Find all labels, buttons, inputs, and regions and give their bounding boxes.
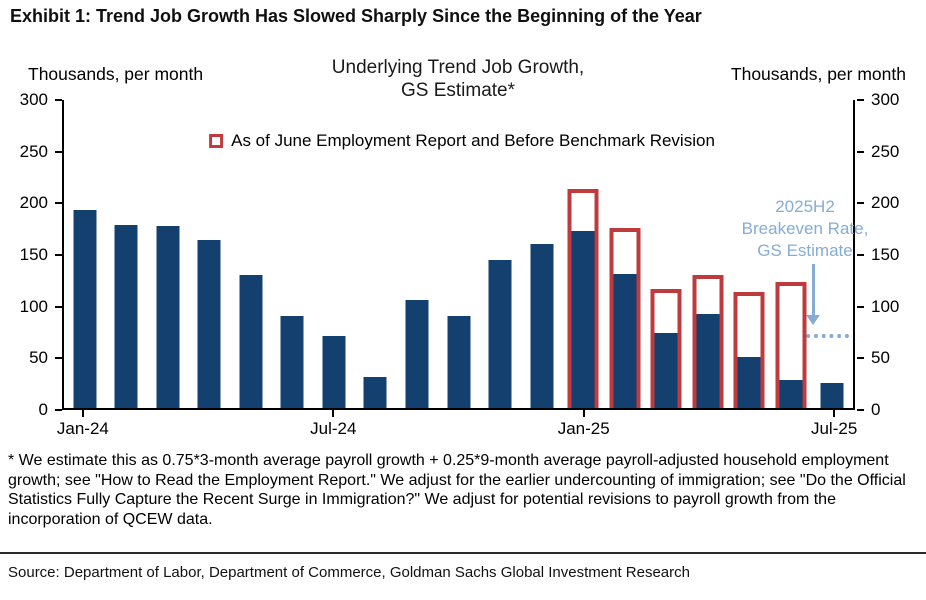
right-ytick-mark [857,99,864,101]
bar-Jun-24 [280,315,304,408]
bar-Sep-24 [405,300,429,408]
right-ytick-mark [857,357,864,360]
legend: As of June Employment Report and Before … [209,131,715,151]
left-ytick-label-200: 200 [19,193,48,213]
left-ytick-label-100: 100 [19,296,48,316]
left-axis-units-label: Thousands, per month [28,64,204,84]
x-tick-mark-Jul-24 [332,410,335,417]
left-ytick-mark [55,409,62,411]
left-ytick-mark [55,202,62,205]
bar-Mar-24 [156,226,180,408]
breakeven-annotation: 2025H2 Breakeven Rate, GS Estimate [730,196,880,262]
right-ytick-mark [857,202,864,205]
chart-title-line-1: Underlying Trend Job Growth, [331,57,585,78]
bar-May-25 [737,356,761,408]
legend-label: As of June Employment Report and Before … [231,131,715,150]
plot-area [62,100,855,410]
right-ytick-label-0: 0 [871,400,881,419]
source-line: Source: Department of Labor, Department … [8,564,690,581]
right-ytick-label-250: 250 [871,141,900,161]
right-ytick-mark [857,150,864,153]
divider [0,552,926,554]
right-ytick-label-300: 300 [871,90,900,109]
left-ytick-label-300: 300 [19,90,48,109]
right-ytick-mark [857,409,864,411]
bar-Mar-25 [654,333,678,408]
y-axis-left: 0 50 100 150 200 250 300 [0,90,62,419]
bar-Feb-25 [613,273,637,408]
right-axis-units-label: Thousands, per month [730,64,906,84]
breakeven-line [783,334,849,339]
x-tick-mark-Jul-25 [833,410,836,417]
x-tick-label-Jan-24: Jan-24 [56,419,109,438]
arrow-down-icon [806,264,820,325]
left-ytick-label-250: 250 [19,141,48,161]
y-axis-right: 0 50 100 150 200 250 300 [857,90,926,419]
chart-title: Underlying Trend Job Growth, GS Estimate… [332,56,584,102]
right-ytick-label-50: 50 [871,348,890,368]
bar-Oct-24 [447,315,470,408]
x-tick-label-Jul-24: Jul-24 [310,419,357,438]
left-ytick-mark [55,99,62,101]
x-tick-label-Jan-25: Jan-25 [557,419,610,438]
bar-Apr-25 [696,313,720,408]
arrow-head [806,315,820,325]
x-axis: Jan-24 Jul-24 Jan-25 Jul-25 [57,410,858,442]
x-tick-label-Jul-25: Jul-25 [810,419,858,438]
bar-Aug-24 [363,377,387,408]
bar-Dec-24 [530,243,554,408]
right-ytick-label-150: 150 [871,245,900,264]
annotation-line: Breakeven Rate, [741,219,869,238]
left-ytick-mark [55,254,62,256]
left-ytick-mark [55,305,62,308]
right-ytick-mark [857,305,864,308]
footnote: * We estimate this as 0.75*3-month avera… [8,452,906,528]
bar-Jan-25 [571,231,595,408]
bar-Nov-24 [488,260,512,408]
bar-Jan-24 [73,209,97,408]
bar-Jul-24 [322,336,346,408]
left-ytick-mark [55,357,62,360]
bar-Apr-24 [197,239,221,408]
exhibit-title: Exhibit 1: Trend Job Growth Has Slowed S… [10,6,702,26]
left-ytick-mark [55,150,62,153]
x-tick-mark-Jan-24 [81,410,84,417]
x-tick-mark-Jan-25 [582,410,585,417]
bar-Jun-25 [779,380,803,408]
bar-May-24 [239,274,263,408]
left-ytick-label-0: 0 [38,400,48,419]
right-ytick-label-100: 100 [871,296,900,316]
annotation-line: GS Estimate [757,241,853,260]
left-ytick-label-50: 50 [29,348,48,368]
chart-title-line-2: GS Estimate* [400,80,516,101]
red-outline-swatch-icon [209,134,224,148]
bar-Feb-24 [114,225,138,408]
left-ytick-label-150: 150 [19,245,48,264]
arrow-shaft [811,264,815,316]
right-ytick-label-200: 200 [871,193,900,213]
annotation-line: 2025H2 [775,197,835,216]
bar-Jul-25 [820,383,844,408]
right-ytick-mark [857,254,864,256]
